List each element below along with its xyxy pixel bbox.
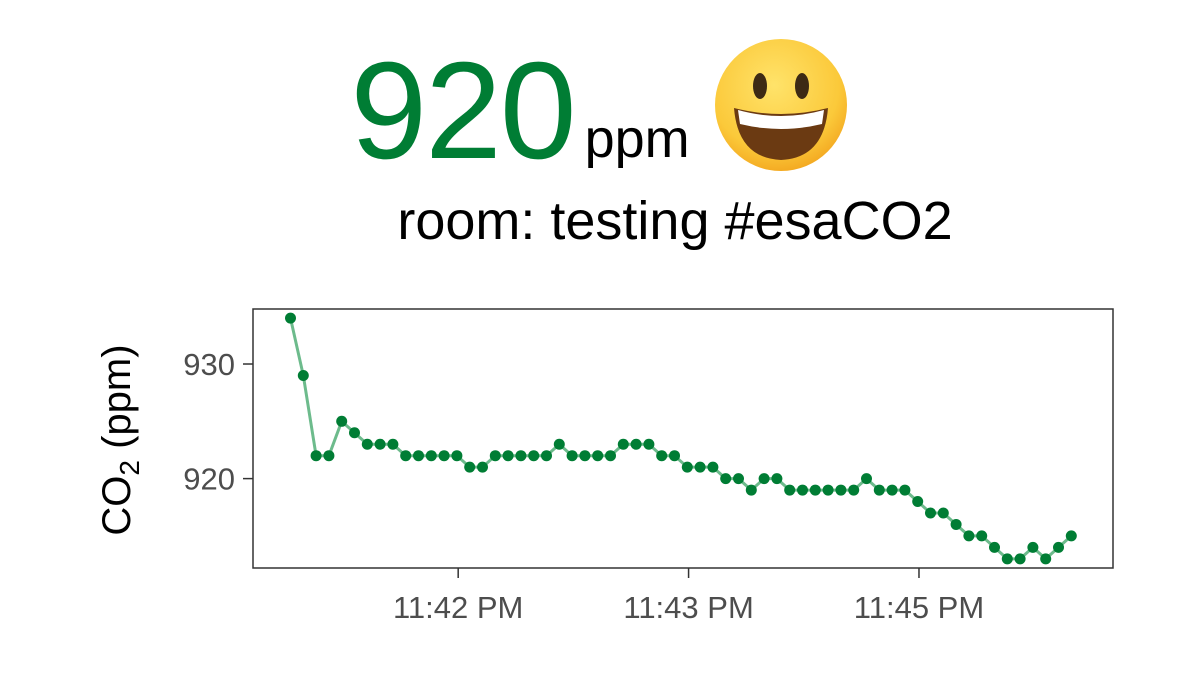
data-point: [937, 507, 949, 519]
svg-text:CO2 (ppm): CO2 (ppm): [95, 344, 145, 535]
data-point: [400, 450, 412, 462]
data-point: [784, 484, 796, 496]
y-axis-title: CO2 (ppm): [95, 344, 145, 535]
data-point: [925, 507, 936, 519]
data-point: [707, 461, 719, 473]
y-tick-label: 930: [183, 347, 235, 382]
data-point: [899, 484, 911, 496]
headline: 920 ppm: [0, 36, 1200, 180]
data-point: [566, 450, 578, 462]
data-point: [502, 450, 514, 462]
data-point: [349, 427, 360, 439]
data-point: [669, 450, 680, 462]
data-point: [694, 461, 706, 473]
data-point: [1014, 553, 1026, 565]
data-point: [912, 496, 924, 508]
data-point: [451, 450, 463, 462]
data-point: [413, 450, 424, 462]
data-point: [323, 450, 335, 462]
data-point: [528, 450, 540, 462]
data-point: [976, 530, 988, 542]
data-point: [438, 450, 450, 462]
data-point: [310, 450, 322, 462]
data-point: [848, 484, 860, 496]
data-point: [835, 484, 847, 496]
y-tick-label: 920: [183, 462, 235, 497]
data-point: [541, 450, 552, 462]
data-point: [425, 450, 437, 462]
data-point: [515, 450, 527, 462]
data-point: [861, 473, 872, 485]
data-point: [361, 438, 373, 450]
data-point: [605, 450, 616, 462]
data-point: [617, 438, 629, 450]
data-point: [771, 473, 783, 485]
data-point: [553, 438, 565, 450]
data-point: [285, 312, 296, 324]
data-point: [720, 473, 732, 485]
plot-panel: [252, 308, 1114, 569]
data-point: [656, 450, 668, 462]
data-point: [592, 450, 604, 462]
x-tick-label: 11:42 PM: [393, 590, 523, 625]
data-point: [464, 461, 476, 473]
data-point: [681, 461, 693, 473]
data-point: [809, 484, 821, 496]
data-point: [336, 415, 348, 427]
x-tick-label: 11:43 PM: [623, 590, 753, 625]
data-point: [822, 484, 834, 496]
data-point: [797, 484, 808, 496]
data-point: [477, 461, 488, 473]
x-tick-label: 11:45 PM: [854, 590, 984, 625]
data-point: [886, 484, 898, 496]
data-point: [489, 450, 501, 462]
data-point: [643, 438, 655, 450]
data-point: [950, 518, 962, 530]
data-point: [989, 541, 1000, 553]
data-point: [745, 484, 757, 496]
data-point: [579, 450, 591, 462]
room-label: room: testing #esaCO2: [397, 191, 953, 251]
data-point: [1027, 541, 1039, 553]
data-point: [758, 473, 770, 485]
data-point: [1053, 541, 1064, 553]
data-point: [387, 438, 399, 450]
data-point: [733, 473, 744, 485]
grinning-face-emoji-icon: [712, 36, 850, 174]
data-point: [1040, 553, 1052, 565]
current-co2-value: 920: [350, 34, 576, 188]
data-point: [374, 438, 386, 450]
data-point: [963, 530, 975, 542]
unit-label: ppm: [584, 109, 690, 169]
data-point: [873, 484, 885, 496]
data-point: [630, 438, 642, 450]
data-point: [1001, 553, 1013, 565]
data-point: [1065, 530, 1077, 542]
data-point: [297, 369, 309, 381]
